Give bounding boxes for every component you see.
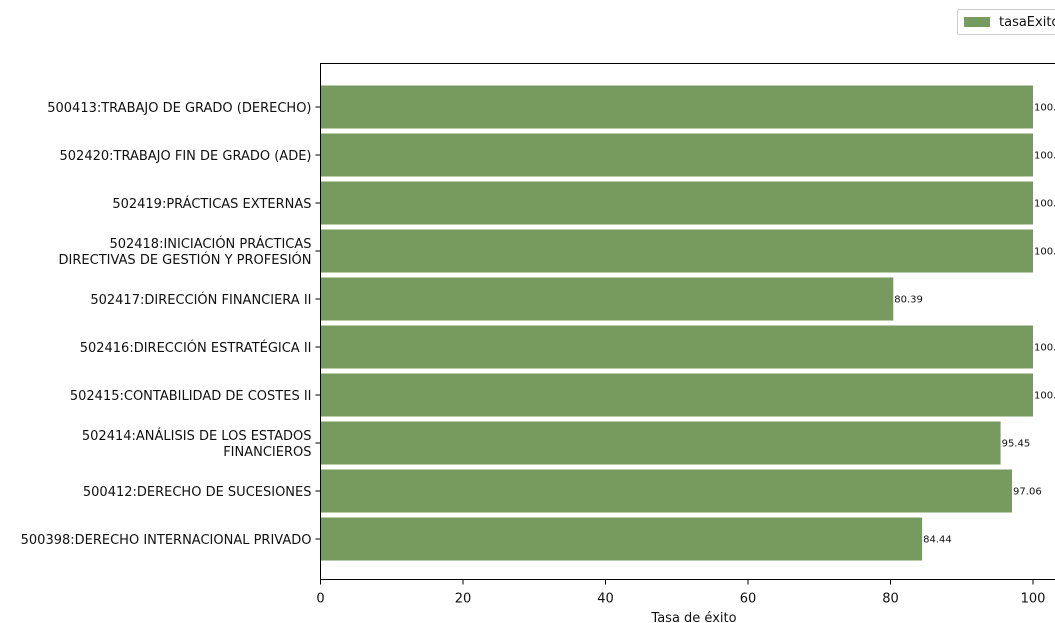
category-label: 502420:TRABAJO FIN DE GRADO (ADE) — [60, 149, 312, 164]
bar — [320, 325, 1033, 369]
category-labels-group: 500413:TRABAJO DE GRADO (DERECHO) 502420:… — [21, 101, 321, 548]
legend-label: tasaExito — [999, 15, 1055, 30]
bar — [320, 421, 1001, 465]
category-label: 500398:DERECHO INTERNACIONAL PRIVADO — [21, 533, 312, 548]
x-tick-label: 0 — [316, 592, 324, 607]
category-label-line: 502418:INICIACIÓN PRÁCTICAS — [109, 236, 311, 252]
bar-value-label: 95.45 — [1002, 439, 1031, 450]
x-tick-label: 60 — [740, 592, 757, 607]
bar-value-label: 100. — [1034, 103, 1055, 114]
bar-value-label: 80.39 — [894, 295, 923, 306]
category-label-line: 502420:TRABAJO FIN DE GRADO (ADE) — [60, 149, 312, 164]
bar-value-label: 97.06 — [1013, 487, 1042, 498]
legend: tasaExito — [957, 9, 1055, 35]
category-label-line: 502417:DIRECCIÓN FINANCIERA II — [90, 292, 311, 308]
bar — [320, 229, 1033, 273]
category-label-line: 500412:DERECHO DE SUCESIONES — [83, 485, 312, 500]
x-tick-label: 40 — [597, 592, 614, 607]
category-label: 502415:CONTABILIDAD DE COSTES II — [70, 389, 312, 404]
x-tick-label: 100 — [1021, 592, 1046, 607]
bar — [320, 517, 923, 561]
category-label-line: 500413:TRABAJO DE GRADO (DERECHO) — [47, 101, 311, 116]
category-label-line: 500398:DERECHO INTERNACIONAL PRIVADO — [21, 533, 312, 548]
category-label: 502414:ANÁLISIS DE LOS ESTADOS FINANCIERO… — [82, 428, 312, 460]
x-ticks-group: 0 20 40 60 80 100 — [316, 579, 1046, 607]
category-label-line: DIRECTIVAS DE GESTIÓN Y PROFESIÓN — [59, 252, 312, 268]
bar — [320, 277, 894, 321]
category-label: 502419:PRÁCTICAS EXTERNAS — [112, 196, 311, 212]
category-label: 500413:TRABAJO DE GRADO (DERECHO) — [47, 101, 311, 116]
category-label-line: 502414:ANÁLISIS DE LOS ESTADOS — [82, 428, 312, 444]
bar — [320, 469, 1013, 513]
bar-value-label: 84.44 — [923, 535, 952, 546]
category-label-line: FINANCIEROS — [223, 445, 311, 460]
bar-value-label: 100. — [1034, 247, 1055, 258]
category-label-line: 502419:PRÁCTICAS EXTERNAS — [112, 196, 311, 212]
bar — [320, 181, 1033, 225]
plot-frame — [320, 63, 1055, 580]
bar-value-label: 100. — [1034, 199, 1055, 210]
bar-value-label: 100. — [1034, 343, 1055, 354]
category-label-line: 502416:DIRECCIÓN ESTRATÉGICA II — [80, 340, 312, 356]
bar-value-label: 100. — [1034, 151, 1055, 162]
bars-group: 100. 100. 100. 100. 80.39 100. 100. 95.45 97.06 8… — [320, 85, 1055, 561]
category-label: 502417:DIRECCIÓN FINANCIERA II — [90, 292, 311, 308]
category-label-line: 502415:CONTABILIDAD DE COSTES II — [70, 389, 312, 404]
legend-box — [957, 9, 1055, 35]
category-label: 500412:DERECHO DE SUCESIONES — [83, 485, 312, 500]
category-label: 502418:INICIACIÓN PRÁCTICAS DIRECTIVAS DE… — [59, 236, 312, 268]
category-label: 502416:DIRECCIÓN ESTRATÉGICA II — [80, 340, 312, 356]
bar — [320, 85, 1033, 129]
x-tick-label: 20 — [455, 592, 472, 607]
bar — [320, 373, 1033, 417]
x-tick-label: 80 — [882, 592, 899, 607]
legend-swatch — [964, 17, 990, 27]
bar-value-label: 100. — [1034, 391, 1055, 402]
x-axis-title: Tasa de éxito — [650, 611, 736, 623]
bar — [320, 133, 1033, 177]
